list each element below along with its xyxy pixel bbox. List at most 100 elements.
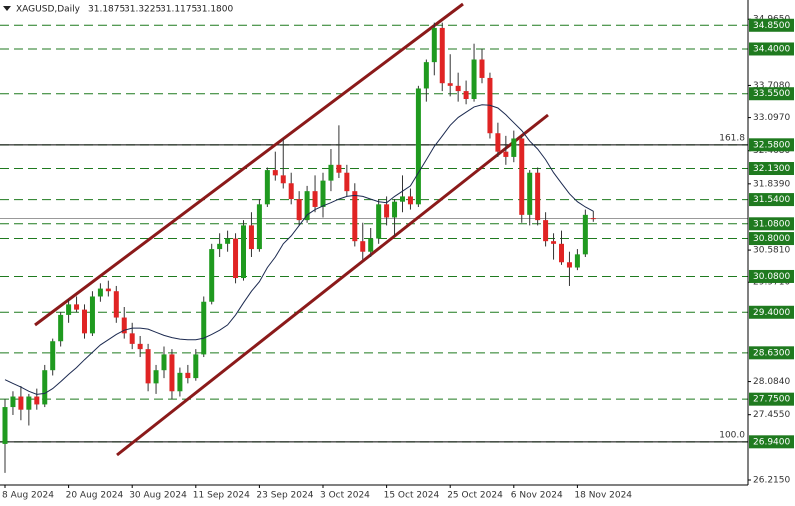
candle-body bbox=[431, 27, 437, 63]
y-tick-label: 26.2150 bbox=[753, 475, 790, 485]
candle-body bbox=[463, 91, 469, 100]
candle-body bbox=[145, 349, 151, 384]
x-tick-label: 18 Nov 2024 bbox=[574, 491, 632, 501]
candle-body bbox=[376, 204, 382, 239]
candle-body bbox=[328, 164, 334, 181]
candle-body bbox=[384, 204, 390, 218]
header-low: 31.1175 bbox=[160, 5, 197, 15]
candle-body bbox=[225, 238, 231, 244]
candle-body bbox=[137, 343, 143, 350]
candle-body bbox=[304, 191, 310, 221]
level-box bbox=[749, 42, 794, 56]
level-box bbox=[749, 87, 794, 101]
y-tick-label: 33.0970 bbox=[753, 113, 790, 123]
header-open: 31.1875 bbox=[88, 5, 125, 15]
candle-body bbox=[58, 314, 64, 342]
level-box bbox=[749, 346, 794, 360]
candle-body bbox=[344, 172, 350, 192]
level-box bbox=[749, 18, 794, 32]
level-box bbox=[749, 193, 794, 207]
candle-body bbox=[272, 170, 278, 176]
level-box bbox=[749, 162, 794, 176]
candle-body bbox=[177, 372, 183, 392]
y-tick-label: 30.5810 bbox=[753, 246, 790, 256]
candle-body bbox=[26, 396, 32, 410]
candle-body bbox=[336, 164, 342, 173]
y-tick-label: 27.4550 bbox=[753, 410, 790, 420]
fib-label: 161.8 bbox=[719, 133, 745, 143]
candle-body bbox=[97, 288, 103, 297]
candle-body bbox=[471, 59, 477, 100]
candle-body bbox=[248, 225, 254, 250]
fib-label: 100.0 bbox=[719, 430, 745, 440]
candle-body bbox=[368, 238, 374, 252]
x-tick-label: 25 Oct 2024 bbox=[447, 491, 503, 501]
x-tick-label: 8 Aug 2024 bbox=[2, 491, 54, 501]
candle-body bbox=[519, 138, 525, 215]
candle-body bbox=[551, 241, 557, 244]
candle-body bbox=[105, 288, 111, 292]
candle-body bbox=[201, 301, 207, 355]
y-tick-label: 31.8390 bbox=[753, 179, 790, 189]
candle-body bbox=[129, 333, 135, 344]
candle-body bbox=[392, 201, 398, 218]
level-label: 34.8500 bbox=[753, 21, 790, 31]
candle-body bbox=[352, 191, 358, 242]
y-tick-label: 33.7080 bbox=[753, 81, 790, 91]
candle-body bbox=[495, 133, 501, 152]
level-label: 31.0800 bbox=[753, 219, 790, 229]
x-tick-label: 6 Nov 2024 bbox=[511, 491, 563, 501]
candle-body bbox=[447, 83, 453, 86]
candle-body bbox=[10, 396, 16, 408]
candle-body bbox=[535, 172, 541, 221]
candle-body bbox=[161, 354, 167, 371]
candle-body bbox=[511, 138, 517, 157]
candle-body bbox=[82, 309, 87, 334]
candle-body bbox=[312, 191, 318, 207]
level-box bbox=[749, 269, 794, 283]
x-tick-label: 23 Sep 2024 bbox=[256, 491, 313, 501]
candle-body bbox=[574, 254, 580, 268]
candle-body bbox=[423, 62, 429, 89]
candle-body bbox=[169, 354, 175, 392]
labels-layer: 34.965033.708033.097032.468031.839030.58… bbox=[2, 15, 794, 501]
candle-body bbox=[360, 241, 366, 252]
moving-average bbox=[4, 104, 594, 395]
candle-body bbox=[455, 85, 461, 92]
level-label: 26.9400 bbox=[753, 437, 790, 447]
candle-body bbox=[415, 88, 421, 205]
level-label: 31.5400 bbox=[753, 195, 790, 205]
x-tick-label: 30 Aug 2024 bbox=[129, 491, 187, 501]
candle-body bbox=[296, 199, 302, 221]
candle-body bbox=[50, 341, 56, 371]
candle-body bbox=[34, 396, 40, 405]
candle-body bbox=[566, 262, 572, 268]
candle-body bbox=[185, 372, 191, 379]
candle-body bbox=[193, 354, 199, 379]
candle-body bbox=[280, 175, 286, 184]
y-tick-label: 28.0840 bbox=[753, 377, 790, 387]
level-label: 33.5500 bbox=[753, 89, 790, 99]
level-box bbox=[749, 305, 794, 319]
candle-body bbox=[543, 220, 549, 242]
candle-body bbox=[590, 218, 596, 220]
level-box bbox=[749, 232, 794, 246]
channel-upper bbox=[34, 2, 464, 327]
candle-body bbox=[582, 214, 588, 255]
candle-body bbox=[42, 370, 48, 405]
x-tick-label: 3 Oct 2024 bbox=[320, 491, 370, 501]
candle-body bbox=[66, 304, 72, 315]
candle-body bbox=[264, 170, 270, 205]
x-tick-label: 20 Aug 2024 bbox=[66, 491, 124, 501]
candle-body bbox=[209, 249, 215, 302]
candle-body bbox=[2, 407, 8, 444]
candle-body bbox=[18, 396, 24, 410]
candle-body bbox=[74, 304, 80, 310]
level-box bbox=[749, 435, 794, 449]
candle-body bbox=[288, 183, 294, 200]
candle-body bbox=[320, 180, 326, 207]
candle-body bbox=[113, 291, 119, 318]
symbol-menu-icon[interactable] bbox=[3, 6, 11, 11]
x-tick-label: 11 Sep 2024 bbox=[193, 491, 250, 501]
